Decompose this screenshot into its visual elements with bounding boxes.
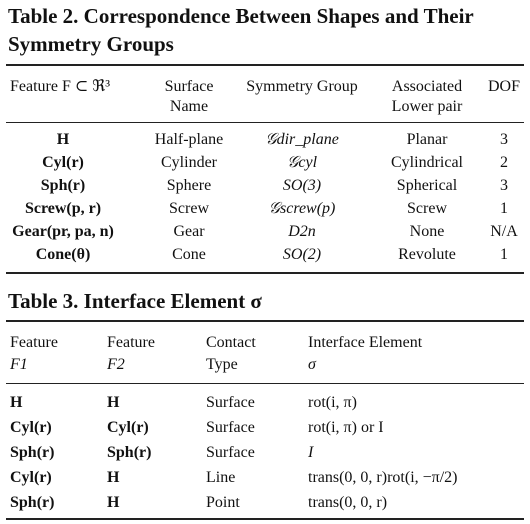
table2-row-feature: Cyl(r): [42, 154, 84, 171]
table3-row-element: trans(0, 0, r)rot(i, −π/2): [308, 469, 458, 486]
table3-row-f2: H: [107, 394, 120, 411]
table3-row-f1: Cyl(r): [10, 419, 52, 436]
table3-row-f2: H: [107, 494, 120, 511]
table3-row-contact: Point: [206, 494, 240, 511]
table3-row-contact: Line: [206, 469, 236, 486]
table3-header-f2-line2: F2: [107, 356, 125, 373]
table3-header-f1-line1: Feature: [10, 334, 58, 351]
table2-row-surface: Cylinder: [161, 154, 217, 171]
table2-row-surface: Cone: [172, 246, 206, 263]
table3-header-rule: [6, 383, 524, 384]
table2-row-surface: Half-plane: [154, 131, 224, 148]
table2-title-line2: Symmetry Groups: [8, 32, 174, 56]
table2-row-feature: Gear(pr, pa, n): [12, 223, 114, 240]
table2-row-feature: Cone(θ): [35, 246, 91, 263]
table2-header-surface-line1: Surface: [164, 78, 214, 95]
table2-header-surface-line2: Name: [169, 98, 209, 115]
table2-header-symmetry: Symmetry Group: [246, 78, 358, 95]
table3-row-f1: Sph(r): [10, 494, 55, 511]
table3-header-element-line1: Interface Element: [308, 334, 423, 351]
table2-row-pair: None: [409, 223, 445, 240]
table3-row-element: rot(i, π) or I: [308, 419, 384, 436]
table2-header-lower-line2: Lower pair: [391, 98, 463, 115]
table2-top-rule: [6, 64, 524, 66]
table2-row-dof: 1: [500, 246, 508, 263]
table2-row-surface: Sphere: [166, 177, 212, 194]
table3-top-rule: [6, 320, 524, 322]
table3-row-f1: Cyl(r): [10, 469, 52, 486]
table2-bottom-rule: [6, 272, 524, 274]
table3-header-contact-line1: Contact: [206, 334, 256, 351]
table2-row-dof: 3: [500, 131, 508, 148]
table3-row-f1: Sph(r): [10, 444, 55, 461]
table2-row-group: 𝒢screw(p): [268, 200, 336, 217]
table3-row-f2: H: [107, 469, 120, 486]
table3-row-element: rot(i, π): [308, 394, 357, 411]
table2-row-surface: Screw: [169, 200, 209, 217]
table3-row-element: I: [308, 444, 314, 461]
table2-row-group: SO(2): [282, 246, 322, 263]
table2-row-group: SO(3): [282, 177, 322, 194]
table2-row-dof: 2: [500, 154, 508, 171]
table2-row-feature: Sph(r): [40, 177, 86, 194]
table3-row-element: trans(0, 0, r): [308, 494, 388, 511]
table3-header-element-line2: σ: [308, 356, 316, 373]
table2-row-group: D2n: [288, 223, 316, 240]
table3-row-contact: Surface: [206, 394, 255, 411]
table3-title: Table 3. Interface Element σ: [8, 289, 262, 313]
table2-row-pair: Spherical: [396, 177, 458, 194]
table2-row-group: 𝒢dir_plane: [265, 131, 339, 148]
table3-row-contact: Surface: [206, 419, 255, 436]
table2-row-feature: Screw(p, r): [24, 200, 102, 217]
table2-row-pair: Cylindrical: [391, 154, 463, 171]
table2-row-group: 𝒢cyl: [286, 154, 318, 171]
table3-header-contact-line2: Type: [206, 356, 238, 373]
table2-row-dof: 1: [500, 200, 508, 217]
table2-header-rule: [6, 122, 524, 123]
table2-row-feature: H: [56, 131, 70, 148]
table2-row-surface: Gear: [173, 223, 205, 240]
table2-row-pair: Revolute: [398, 246, 456, 263]
table3-bottom-rule: [6, 518, 524, 520]
table3-row-f2: Sph(r): [107, 444, 152, 461]
table2-row-pair: Planar: [406, 131, 448, 148]
table2-header-feature: Feature F ⊂ ℜ³: [10, 78, 111, 95]
table3-row-f1: H: [10, 394, 23, 411]
table2-title-line1: Table 2. Correspondence Between Shapes a…: [8, 4, 474, 28]
table3-header-f2-line1: Feature: [107, 334, 155, 351]
table3-header-f1-line2: F1: [10, 356, 28, 373]
table2-row-dof: N/A: [490, 223, 518, 240]
table2-row-pair: Screw: [407, 200, 447, 217]
table2-header-dof: DOF: [487, 78, 521, 95]
table3-row-f2: Cyl(r): [107, 419, 149, 436]
table2-row-dof: 3: [500, 177, 508, 194]
table3-row-contact: Surface: [206, 444, 255, 461]
table2-header-lower-line1: Associated: [391, 78, 463, 95]
